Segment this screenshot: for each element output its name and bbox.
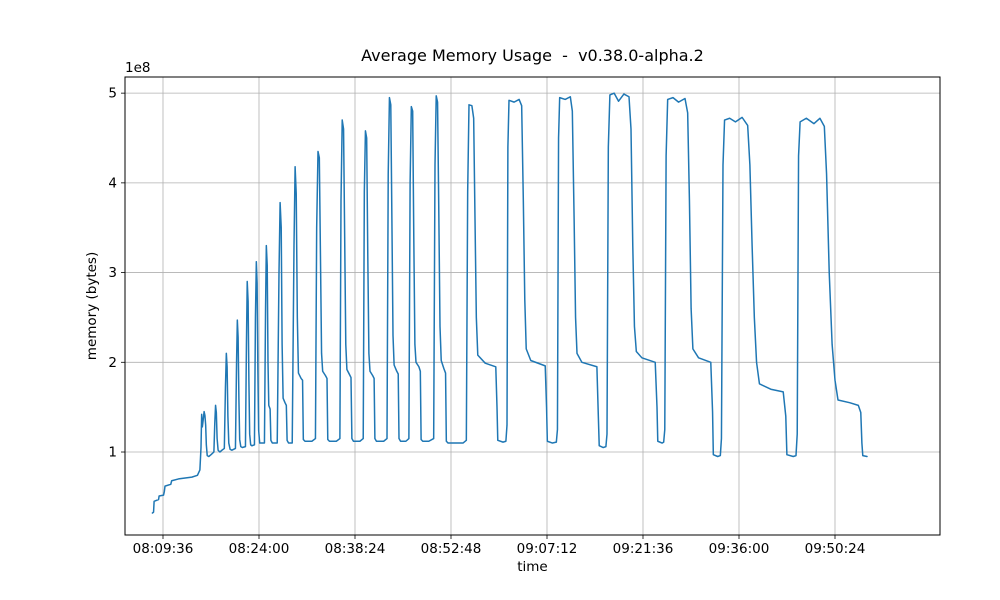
x-tick-label: 09:50:24 (805, 541, 866, 557)
series-layer (151, 92, 868, 514)
axes-spines (124, 76, 941, 536)
x-tick-label: 08:09:36 (133, 541, 194, 557)
axes-layer (121, 76, 941, 539)
x-tick-label: 09:07:12 (517, 541, 578, 557)
grid-layer (125, 77, 940, 535)
y-tick-label: 4 (108, 175, 117, 191)
x-tick-label: 08:24:00 (229, 541, 290, 557)
y-axis-offset-label: 1e8 (125, 60, 150, 76)
x-tick-label: 08:38:24 (325, 541, 386, 557)
chart-title: Average Memory Usage - v0.38.0-alpha.2 (361, 46, 704, 65)
x-tick-label: 08:52:48 (421, 541, 482, 557)
y-tick-label: 5 (108, 86, 117, 102)
memory-series-line (151, 92, 868, 514)
tick-label-layer: 08:09:36 08:24:00 08:38:24 08:52:48 09:07:12… (108, 86, 865, 557)
x-tick-label: 09:21:36 (613, 541, 674, 557)
x-axis-label: time (517, 559, 548, 575)
y-tick-label: 2 (108, 355, 117, 371)
y-tick-label: 1 (108, 445, 117, 461)
y-tick-label: 3 (108, 265, 117, 281)
y-axis-label: memory (bytes) (84, 252, 100, 360)
x-tick-label: 09:36:00 (709, 541, 770, 557)
